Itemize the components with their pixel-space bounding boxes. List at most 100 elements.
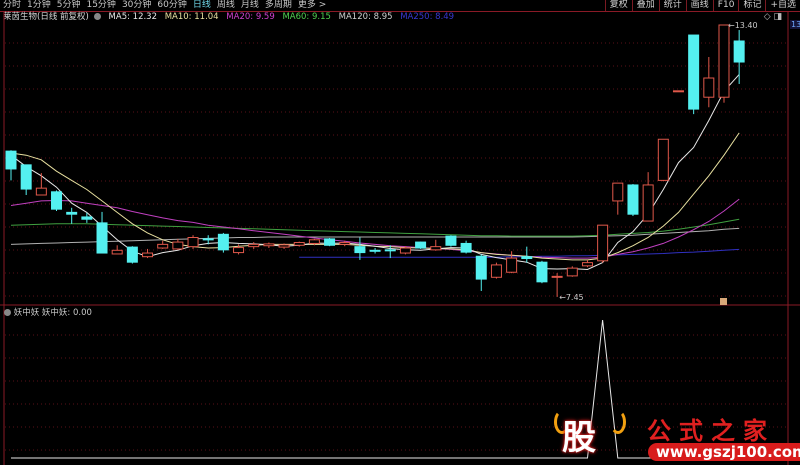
high-label: ←13.40 — [728, 21, 758, 30]
ma60-line — [10, 218, 740, 237]
candle-down — [384, 249, 396, 252]
diamond-icon[interactable]: ◇ — [763, 12, 771, 22]
indicator-name: 妖中妖 — [13, 308, 40, 318]
indicator-settings-icon[interactable] — [4, 309, 11, 316]
candle-down — [688, 34, 700, 110]
candle-up — [142, 252, 154, 258]
candle-up — [293, 242, 305, 246]
toolbar-button[interactable]: +自选 — [765, 0, 800, 11]
toolbar-button[interactable]: 统计 — [658, 0, 686, 11]
candle-up — [111, 249, 123, 255]
candle-up — [399, 247, 411, 254]
toolbar-button[interactable]: 画线 — [685, 0, 713, 11]
period-tab[interactable]: 更多 > — [297, 0, 327, 10]
candle-up — [506, 257, 518, 273]
corner-icons: ◇ ◨ — [764, 12, 782, 22]
ma20-line — [10, 198, 740, 259]
candle-up — [566, 267, 578, 277]
watermark-logo: 股 公式之家 www.gszj100.com — [552, 405, 800, 465]
ma250-line — [299, 248, 740, 258]
candle-up — [157, 243, 169, 249]
candle-up — [187, 237, 199, 248]
candle-up — [718, 24, 730, 98]
candle-up — [35, 187, 47, 196]
candle-down — [202, 238, 214, 241]
event-marker-icon — [720, 298, 727, 305]
period-tab[interactable]: 月线 — [240, 0, 259, 10]
toolbar-button[interactable]: 复权 — [604, 0, 632, 11]
panel-icon[interactable]: ◨ — [773, 12, 782, 22]
period-tab[interactable]: 30分钟 — [121, 0, 152, 10]
candle-up — [642, 184, 654, 222]
candle-down — [536, 261, 548, 283]
candle-down — [415, 241, 427, 249]
period-tab[interactable]: 60分钟 — [157, 0, 187, 10]
candle-down — [217, 233, 229, 251]
candle-up — [233, 247, 245, 254]
candle-down — [369, 249, 381, 252]
ma60-label: MA60: 9.15 — [282, 12, 331, 22]
settings-dot-icon[interactable] — [93, 13, 101, 20]
candle-down — [96, 222, 108, 254]
candle-down — [20, 164, 32, 190]
period-tab[interactable]: 多周期 — [264, 0, 292, 10]
candle-down — [51, 191, 63, 210]
toolbar-buttons: 复权 叠加 统计 画线 F10 标记 +自选 — [604, 0, 800, 11]
ma20-label: MA20: 9.59 — [226, 12, 275, 22]
toolbar-button[interactable]: 标记 — [738, 0, 765, 11]
candle-down — [627, 184, 639, 215]
candle-up — [248, 243, 260, 248]
low-label: ←7.45 — [559, 293, 584, 302]
candle-down — [81, 216, 93, 220]
candle-up — [490, 264, 502, 278]
candle-up — [308, 239, 320, 244]
ma250-label: MA250: 8.49 — [400, 12, 455, 22]
candle-up — [597, 224, 609, 262]
candle-down — [5, 150, 17, 170]
candle-up — [612, 182, 624, 202]
period-tab[interactable]: 分时 — [3, 0, 22, 10]
period-tab[interactable]: 周线 — [216, 0, 235, 10]
candle-down — [445, 235, 457, 246]
period-tab[interactable]: 15分钟 — [86, 0, 116, 10]
candle-down — [733, 40, 745, 63]
ma5-label: MA5: 12.32 — [108, 12, 158, 22]
ma120-label: MA120: 8.95 — [338, 12, 393, 22]
candle-down — [460, 242, 472, 253]
candle-up — [581, 262, 593, 267]
period-tab[interactable]: 日线 — [192, 0, 211, 10]
candle-up — [339, 242, 351, 245]
candle-up — [263, 243, 275, 247]
indicator-header: 妖中妖 妖中妖: 0.00 — [4, 308, 92, 319]
logo-char: 股 — [562, 418, 596, 458]
toolbar-button[interactable]: 叠加 — [631, 0, 659, 11]
ma-legend: 莱茵生物(日线 前复权) MA5: 12.32 MA10: 11.04 MA20… — [3, 12, 459, 23]
divider — [0, 11, 800, 12]
logo-url: www.gszj100.com — [648, 443, 800, 461]
candle-up — [430, 246, 442, 251]
toolbar: 分时 1分钟 5分钟 15分钟 30分钟 60分钟 日线 周线 月线 多周期 更多 > 复权 叠加 统计… — [0, 0, 800, 11]
horn-icon — [554, 410, 570, 434]
candle-up — [278, 244, 290, 248]
candle-down — [324, 238, 336, 246]
period-tab[interactable]: 1分钟 — [27, 0, 51, 10]
ma5-line — [10, 74, 740, 271]
candle-down — [475, 255, 487, 280]
candle-up — [703, 77, 715, 98]
ma10-label: MA10: 11.04 — [164, 12, 219, 22]
period-tabs: 分时 1分钟 5分钟 15分钟 30分钟 60分钟 日线 周线 月线 多周期 更多 > — [3, 0, 332, 11]
indicator-line — [11, 319, 740, 459]
candle-up — [172, 241, 184, 250]
price-axis-tag: 13 — [790, 20, 800, 29]
candle-down — [126, 246, 138, 263]
candle-down — [66, 211, 78, 215]
candle-up — [551, 275, 563, 278]
logo-name: 公式之家 — [647, 417, 775, 445]
candle-down — [521, 256, 533, 260]
candle-up — [672, 90, 684, 93]
period-tab[interactable]: 5分钟 — [56, 0, 81, 10]
candle-up — [657, 138, 669, 181]
candle-down — [354, 246, 366, 254]
toolbar-button[interactable]: F10 — [712, 0, 739, 11]
